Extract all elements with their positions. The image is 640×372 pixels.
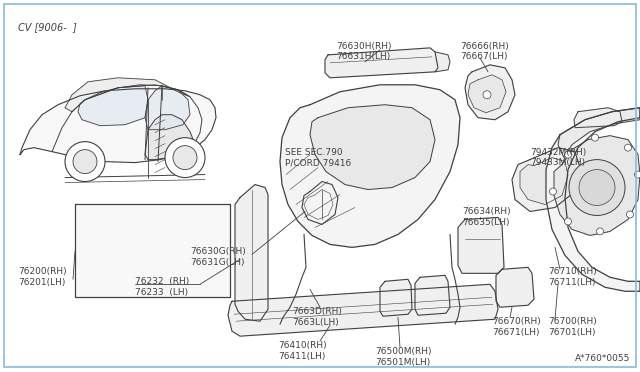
Polygon shape [380,279,412,316]
Text: 76666(RH)
76667(LH): 76666(RH) 76667(LH) [460,42,509,61]
Polygon shape [280,85,460,247]
Circle shape [634,171,640,178]
Polygon shape [435,52,450,72]
Polygon shape [145,86,190,130]
Polygon shape [554,136,640,235]
Polygon shape [546,108,640,291]
Text: 76630G(RH)
76631G(LH): 76630G(RH) 76631G(LH) [190,247,246,267]
Circle shape [483,91,491,99]
Polygon shape [458,218,504,273]
Circle shape [173,146,197,170]
Text: CV [9006-  ]: CV [9006- ] [18,22,77,32]
Polygon shape [78,86,148,126]
Polygon shape [496,267,534,307]
Polygon shape [574,108,622,128]
Text: 76232  (RH)
76233  (LH): 76232 (RH) 76233 (LH) [135,277,189,297]
Bar [75,205,230,297]
Polygon shape [20,89,216,163]
Text: 7663D(RH)
7663L(LH): 7663D(RH) 7663L(LH) [292,307,342,327]
Circle shape [564,151,572,158]
Polygon shape [512,148,580,211]
Polygon shape [468,75,506,113]
Polygon shape [465,65,515,120]
Text: SEE SEC.790
P/CORD 79416: SEE SEC.790 P/CORD 79416 [285,148,351,167]
Text: A*760*0055: A*760*0055 [575,354,630,363]
Text: 76410(RH)
76411(LH): 76410(RH) 76411(LH) [278,341,326,360]
Polygon shape [558,108,640,158]
Circle shape [564,218,572,225]
Circle shape [591,134,598,141]
Polygon shape [520,158,568,205]
Text: 76200(RH)
76201(LH): 76200(RH) 76201(LH) [18,267,67,287]
Polygon shape [310,105,435,189]
Circle shape [73,150,97,174]
Circle shape [550,188,557,195]
Polygon shape [65,78,190,112]
Text: 79432M(RH)
79433M(LH): 79432M(RH) 79433M(LH) [530,148,586,167]
Text: 76500M(RH)
76501M(LH): 76500M(RH) 76501M(LH) [375,347,431,366]
Circle shape [625,144,632,151]
Text: 76630H(RH)
76631H(LH): 76630H(RH) 76631H(LH) [336,42,392,61]
Circle shape [65,142,105,182]
Text: 76710(RH)
76711(LH): 76710(RH) 76711(LH) [548,267,596,287]
Polygon shape [228,284,498,336]
Polygon shape [235,185,268,321]
Circle shape [165,138,205,177]
Circle shape [569,160,625,215]
Circle shape [596,228,604,235]
Text: 76700(RH)
76701(LH): 76700(RH) 76701(LH) [548,317,596,337]
Polygon shape [302,182,338,224]
Polygon shape [415,275,450,315]
Polygon shape [145,115,195,160]
Polygon shape [325,48,438,78]
Circle shape [627,211,634,218]
Polygon shape [75,205,230,297]
Text: 76634(RH)
76635(LH): 76634(RH) 76635(LH) [462,208,511,227]
Text: 76670(RH)
76671(LH): 76670(RH) 76671(LH) [492,317,541,337]
Circle shape [579,170,615,205]
